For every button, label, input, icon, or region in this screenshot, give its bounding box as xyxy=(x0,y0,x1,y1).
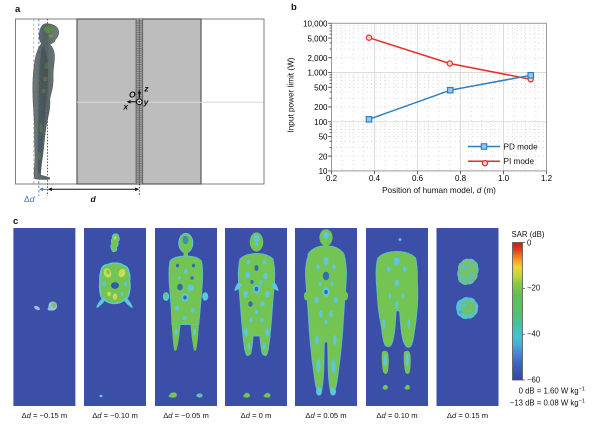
svg-text:2,000: 2,000 xyxy=(307,54,328,63)
svg-text:1.2: 1.2 xyxy=(541,174,553,183)
svg-text:1,000: 1,000 xyxy=(307,69,328,78)
svg-text:Δd = −0.05 m: Δd = −0.05 m xyxy=(163,411,209,420)
svg-text:Δd = −0.15 m: Δd = −0.15 m xyxy=(22,411,68,420)
svg-text:Δd: Δd xyxy=(24,194,35,204)
svg-text:Δd = 0.05 m: Δd = 0.05 m xyxy=(305,411,346,420)
svg-text:x: x xyxy=(122,101,129,111)
svg-text:b: b xyxy=(291,2,297,13)
svg-text:50: 50 xyxy=(319,133,328,142)
svg-text:0.8: 0.8 xyxy=(455,174,467,183)
svg-text:z: z xyxy=(143,83,149,93)
svg-text:Input power limit (W): Input power limit (W) xyxy=(287,57,296,132)
svg-text:−20: −20 xyxy=(527,284,541,293)
svg-text:PI mode: PI mode xyxy=(504,157,535,166)
svg-text:d: d xyxy=(91,194,97,204)
svg-text:a: a xyxy=(15,4,21,15)
svg-text:0 dB = 1.60 W kg−1: 0 dB = 1.60 W kg−1 xyxy=(519,387,585,396)
svg-text:Position of human model, d (m): Position of human model, d (m) xyxy=(382,186,496,195)
svg-text:10,000: 10,000 xyxy=(303,20,328,29)
svg-text:0.4: 0.4 xyxy=(369,174,381,183)
svg-text:−13 dB = 0.08 W kg−1: −13 dB = 0.08 W kg−1 xyxy=(510,399,585,408)
svg-text:Δd = −0.10 m: Δd = −0.10 m xyxy=(92,411,138,420)
svg-text:0.6: 0.6 xyxy=(412,174,424,183)
svg-text:200: 200 xyxy=(314,103,328,112)
svg-text:−40: −40 xyxy=(527,330,541,339)
svg-text:500: 500 xyxy=(314,84,328,93)
svg-text:y: y xyxy=(143,97,150,107)
svg-text:PD mode: PD mode xyxy=(504,142,539,151)
svg-text:100: 100 xyxy=(314,118,328,127)
svg-text:10: 10 xyxy=(319,167,328,176)
svg-text:−60: −60 xyxy=(527,376,541,385)
svg-text:1.0: 1.0 xyxy=(498,174,510,183)
svg-text:Δd = 0.10 m: Δd = 0.10 m xyxy=(376,411,417,420)
svg-text:O: O xyxy=(129,90,136,100)
svg-text:Δd = 0.15 m: Δd = 0.15 m xyxy=(447,411,488,420)
svg-text:c: c xyxy=(13,216,18,227)
svg-text:0.2: 0.2 xyxy=(326,174,338,183)
svg-text:5,000: 5,000 xyxy=(307,34,328,43)
svg-text:SAR (dB): SAR (dB) xyxy=(512,230,545,239)
svg-text:0: 0 xyxy=(527,239,532,248)
svg-text:Δd = 0 m: Δd = 0 m xyxy=(241,411,272,420)
svg-text:20: 20 xyxy=(319,152,328,161)
